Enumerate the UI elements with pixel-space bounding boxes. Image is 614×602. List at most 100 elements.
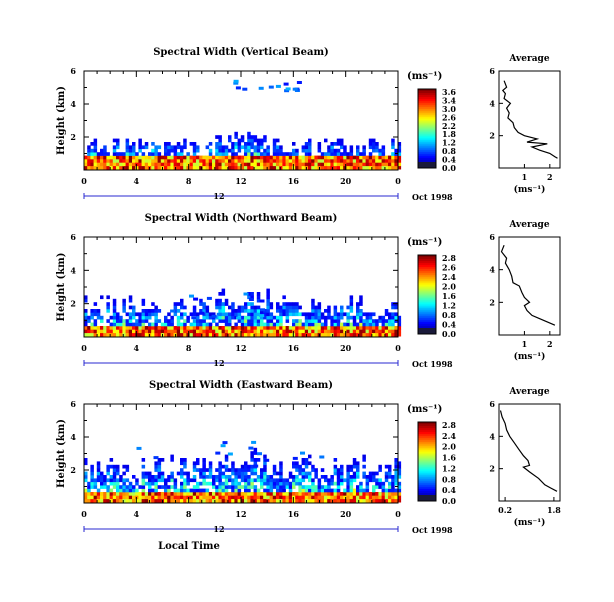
- heatmap-cell: [317, 312, 322, 317]
- heatmap-cell: [340, 471, 344, 476]
- panel-title: Spectral Width (Eastward Beam): [149, 380, 333, 391]
- heatmap-cell: [215, 495, 219, 500]
- heatmap-cell: [330, 145, 334, 150]
- heatmap-cell: [391, 481, 395, 486]
- heatmap-cell: [301, 475, 306, 479]
- heatmap-cell: [167, 332, 171, 337]
- heatmap-cell: [138, 498, 142, 503]
- heatmap-cell: [282, 332, 286, 337]
- heatmap-cell: [311, 298, 315, 303]
- heatmap-cell: [228, 329, 232, 334]
- heatmap-cell: [144, 159, 149, 163]
- heatmap-cell: [202, 319, 206, 323]
- heatmap-cell: [186, 488, 190, 493]
- heatmap-cell: [141, 315, 146, 320]
- heatmap-cell: [180, 155, 184, 160]
- heatmap-cell: [167, 155, 171, 160]
- heatmap-cell: [196, 148, 200, 153]
- heatmap-cell: [119, 475, 123, 479]
- heatmap-cell: [253, 471, 258, 476]
- heatmap-cell: [141, 488, 146, 493]
- heatmap-cell: [352, 475, 357, 479]
- heatmap-cell: [266, 478, 270, 483]
- heatmap-cell: [292, 312, 296, 317]
- heatmap-cell: [112, 138, 117, 143]
- heatmap-cell: [112, 481, 117, 486]
- heatmap-cell: [106, 488, 110, 493]
- heatmap-cell: [304, 152, 309, 156]
- heatmap-cell: [272, 162, 277, 167]
- heatmap-cell: [368, 319, 373, 323]
- heatmap-cell: [212, 495, 216, 500]
- heatmap-cell: [167, 492, 171, 496]
- colorbar-swatch: [418, 110, 436, 114]
- colorbar-tick-label: 2.8: [442, 420, 456, 430]
- heatmap-cell: [394, 475, 398, 479]
- x-tick-label: 0: [81, 509, 87, 519]
- y-tick-label: 2: [70, 465, 76, 475]
- heatmap-cell: [260, 481, 264, 486]
- heatmap-cell: [96, 162, 101, 167]
- heatmap-cell: [173, 309, 178, 313]
- heatmap-cell: [356, 165, 360, 170]
- heatmap-cell: [183, 319, 187, 323]
- heatmap-cell: [186, 155, 190, 160]
- heatmap-cell: [218, 315, 222, 320]
- heatmap-cell: [388, 162, 392, 167]
- heatmap-cell: [90, 475, 94, 479]
- heatmap-cell: [93, 138, 98, 143]
- heatmap-cell: [122, 471, 126, 476]
- heatmap-cell: [215, 142, 219, 146]
- x-tick-label: 8: [186, 176, 192, 186]
- heatmap-cell: [298, 492, 302, 496]
- heatmap-cell: [215, 498, 219, 503]
- heatmap-cell: [298, 326, 302, 330]
- heatmap-cell: [218, 481, 222, 486]
- heatmap-cell: [176, 302, 181, 306]
- heatmap-cell: [128, 495, 133, 500]
- heatmap-cell: [228, 319, 232, 323]
- heatmap-cell: [189, 294, 194, 298]
- heatmap-cell: [106, 478, 110, 483]
- profile-y-tick-label: 2: [489, 131, 495, 141]
- heatmap-cell: [176, 145, 181, 150]
- heatmap-cell: [112, 319, 117, 323]
- heatmap-cell: [272, 148, 277, 153]
- heatmap-cell: [304, 458, 309, 462]
- heatmap-cell: [208, 152, 213, 156]
- heatmap-cell: [90, 329, 94, 334]
- heatmap-cell: [247, 135, 251, 139]
- heatmap-cell: [272, 145, 277, 150]
- heatmap-cell: [301, 332, 306, 337]
- heatmap-cell: [324, 332, 328, 337]
- heatmap-cell: [356, 152, 360, 156]
- heatmap-cell: [215, 298, 219, 303]
- profile-y-tick-label: 6: [489, 232, 495, 242]
- heatmap-cell: [346, 315, 350, 320]
- heatmap-cell: [151, 495, 155, 500]
- heatmap-cell: [346, 475, 350, 479]
- heatmap-cell: [253, 155, 258, 160]
- heatmap-cell: [100, 162, 104, 167]
- heatmap-cell: [148, 478, 152, 483]
- heatmap-cell: [295, 492, 299, 496]
- heatmap-cell: [301, 485, 306, 489]
- heatmap-cell: [154, 162, 158, 167]
- heatmap-cell: [266, 492, 270, 496]
- heatmap-cell: [148, 162, 152, 167]
- heatmap-cell: [215, 315, 219, 320]
- heatmap-cell: [266, 326, 270, 330]
- heatmap-cell: [125, 468, 130, 472]
- heatmap-cell: [276, 478, 280, 483]
- heatmap-cell: [116, 162, 120, 167]
- heatmap-cell: [311, 478, 315, 483]
- heatmap-cell: [151, 326, 155, 330]
- heatmap-cell: [272, 329, 277, 334]
- colorbar-swatch: [418, 322, 436, 325]
- heatmap-cell: [378, 315, 382, 320]
- heatmap-cell: [282, 495, 286, 500]
- profile-x-tick-label: 1.8: [547, 505, 561, 515]
- heatmap-cell: [128, 488, 133, 493]
- heatmap-cell: [256, 142, 261, 146]
- heatmap-cell: [298, 478, 302, 483]
